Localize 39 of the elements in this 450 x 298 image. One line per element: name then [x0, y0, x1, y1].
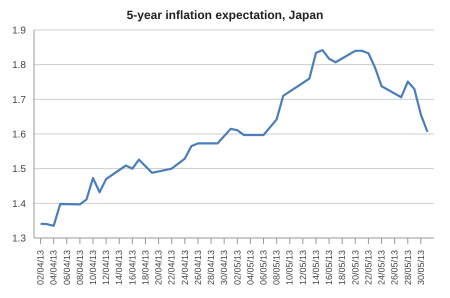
x-tick-label: 22/04/13 [166, 250, 177, 286]
x-tick-label: 14/05/13 [310, 250, 321, 286]
x-tick-label: 02/05/13 [232, 250, 242, 286]
x-tick-label: 16/05/13 [324, 250, 334, 286]
x-tick-label: 12/04/13 [101, 250, 112, 286]
x-tick-label: 08/04/13 [74, 250, 85, 286]
x-tick-label: 28/05/13 [402, 250, 413, 286]
x-tick-label: 26/04/13 [192, 250, 203, 286]
x-tick-label: 08/05/13 [272, 250, 282, 286]
x-tick-label: 20/04/13 [154, 250, 164, 286]
y-tick-label: 1.9 [12, 26, 26, 37]
x-tick-label: 18/04/13 [140, 250, 150, 286]
x-tick-label: 30/05/13 [416, 250, 426, 286]
x-tick-label: 30/04/13 [219, 250, 230, 286]
x-tick-label: 06/05/13 [258, 250, 269, 286]
y-tick-label: 1.5 [12, 164, 26, 176]
x-tick-label: 12/05/13 [298, 250, 308, 286]
x-tick-label: 06/04/13 [62, 250, 72, 286]
x-tick-label: 16/04/13 [127, 250, 138, 286]
x-tick-label: 24/04/13 [180, 250, 190, 286]
x-tick-label: 24/05/13 [376, 250, 387, 286]
x-tick-label: 10/05/13 [284, 250, 295, 286]
x-tick-label: 28/04/13 [206, 250, 216, 286]
x-tick-label: 20/05/13 [350, 250, 360, 286]
x-tick-label: 02/04/13 [36, 250, 46, 286]
y-tick-label: 1.6 [12, 130, 26, 141]
x-tick-label: 04/05/13 [245, 250, 256, 286]
y-tick-label: 1.4 [12, 198, 26, 210]
x-tick-label: 26/05/13 [390, 250, 400, 286]
line-series [39, 49, 429, 227]
y-tick-label: 1.7 [12, 94, 26, 106]
x-tick-label: 18/05/13 [337, 250, 348, 286]
x-tick-label: 04/04/13 [48, 250, 59, 286]
y-tick-label: 1.3 [12, 234, 26, 245]
y-tick-label: 1.8 [12, 60, 26, 72]
x-tick-label: 22/05/13 [363, 250, 374, 286]
x-tick-label: 10/04/13 [88, 250, 98, 286]
x-tick-label: 14/04/13 [114, 250, 124, 286]
chart-title: 5-year inflation expectation, Japan [126, 8, 324, 24]
